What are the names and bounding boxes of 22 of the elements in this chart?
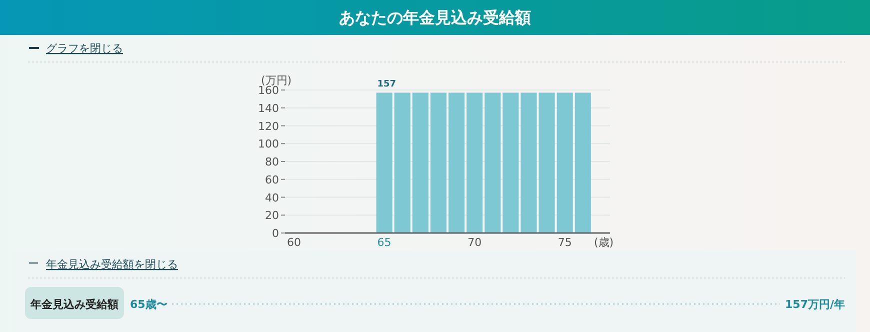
data-label: 157 bbox=[377, 80, 396, 90]
y-tick-label: 40 bbox=[265, 191, 279, 204]
x-tick-label: 70 bbox=[468, 236, 482, 249]
y-tick-label: 0 bbox=[272, 227, 279, 240]
y-tick-label: 140 bbox=[258, 102, 279, 115]
y-tick-label: 20 bbox=[265, 209, 279, 222]
y-axis-title: (万円) bbox=[261, 74, 292, 87]
text: 157万円/年 bbox=[785, 298, 845, 311]
y-tick-label: 60 bbox=[265, 173, 279, 186]
y-tick-label: 100 bbox=[258, 138, 279, 151]
y-tick-label: 160 bbox=[258, 84, 279, 97]
x-tick-label: 65 bbox=[377, 236, 392, 249]
x-tick-label: 60 bbox=[287, 236, 302, 249]
x-tick-label: 75 bbox=[558, 236, 572, 249]
x-axis-title: (歳) bbox=[594, 236, 614, 249]
text: 65歳〜 bbox=[130, 298, 168, 311]
text: グラフを閉じる bbox=[46, 42, 123, 55]
y-tick-label: 120 bbox=[258, 120, 279, 133]
text: 年金見込み受給額を閉じる bbox=[46, 258, 178, 271]
chart-title: あなたの年金見込み受給額 bbox=[339, 8, 531, 27]
y-tick-label: 80 bbox=[265, 156, 279, 168]
text: 年金見込み受給額 bbox=[30, 298, 118, 311]
